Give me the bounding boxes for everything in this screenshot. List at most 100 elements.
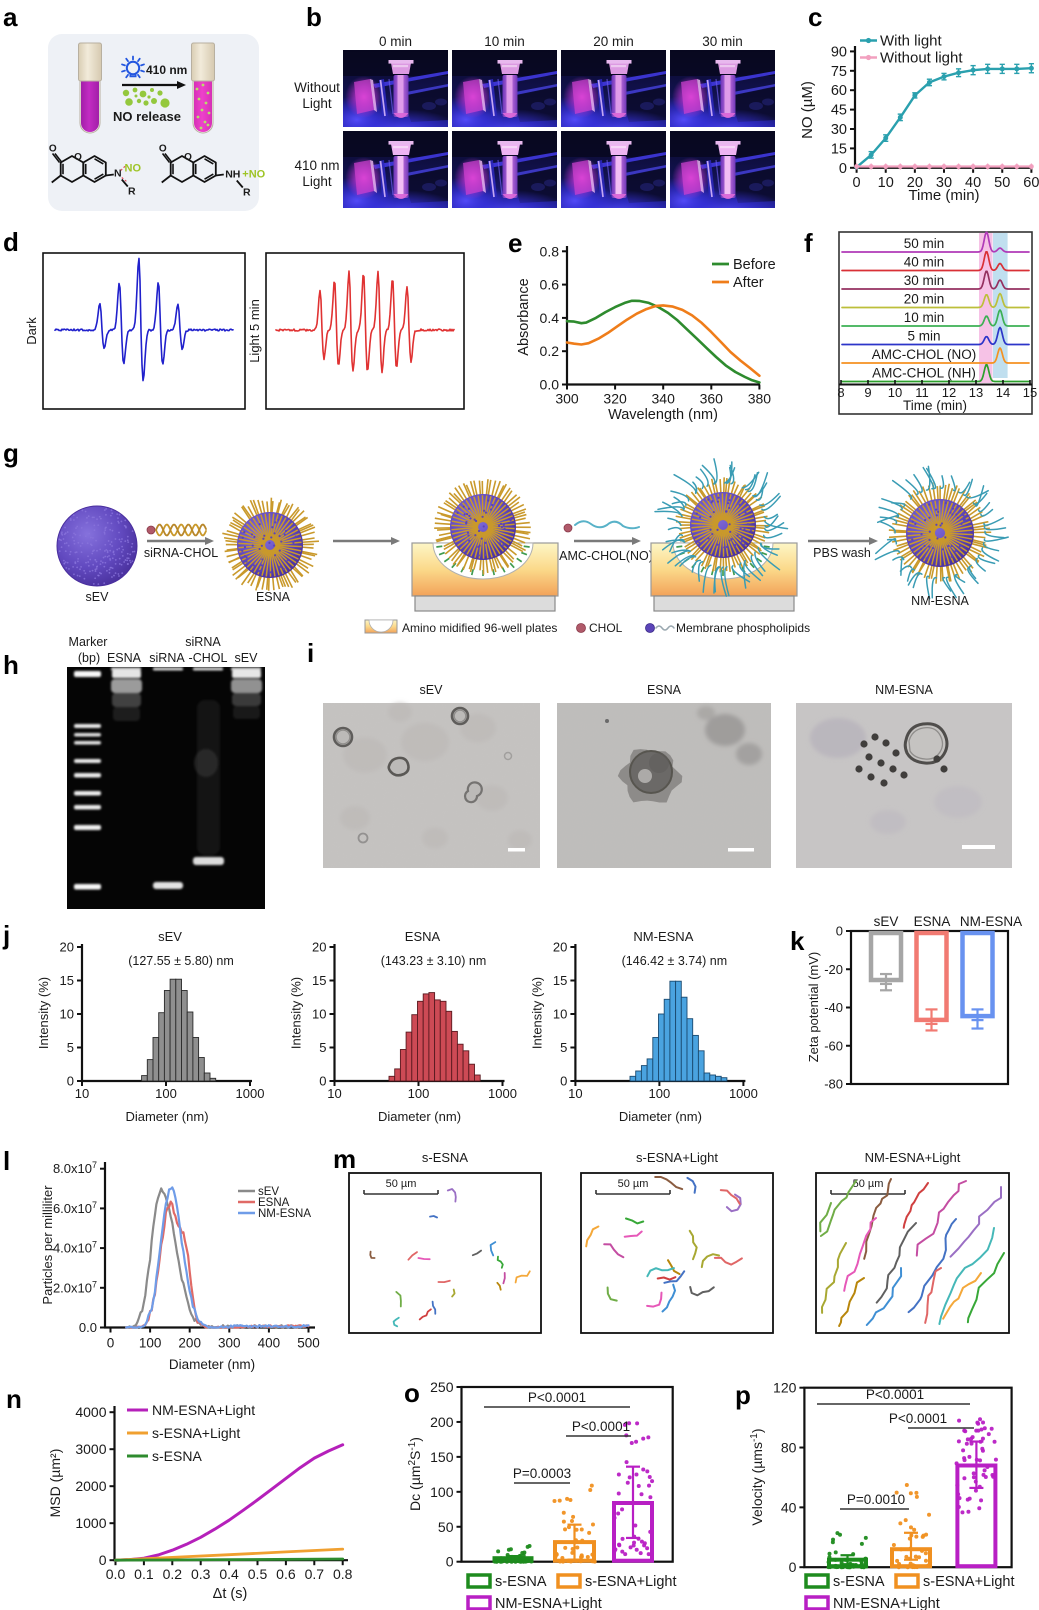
svg-text:15: 15 bbox=[60, 973, 74, 988]
svg-text:3000: 3000 bbox=[75, 1441, 106, 1457]
svg-text:s-ESNA: s-ESNA bbox=[495, 1574, 547, 1590]
svg-text:AMC-CHOL (NO): AMC-CHOL (NO) bbox=[872, 347, 977, 362]
svg-text:50: 50 bbox=[438, 1519, 454, 1535]
svg-text:-40: -40 bbox=[824, 1000, 843, 1015]
svg-text:2000: 2000 bbox=[75, 1478, 106, 1494]
svg-text:Intensity (%): Intensity (%) bbox=[36, 977, 51, 1049]
svg-text:1000: 1000 bbox=[75, 1515, 106, 1531]
svg-text:sEV: sEV bbox=[86, 590, 110, 604]
svg-text:6.0x107: 6.0x107 bbox=[53, 1200, 97, 1216]
svg-text:P<0.0001: P<0.0001 bbox=[572, 1419, 630, 1434]
svg-text:o: o bbox=[404, 1378, 420, 1408]
svg-text:5: 5 bbox=[67, 1040, 74, 1055]
svg-text:100: 100 bbox=[155, 1086, 177, 1101]
svg-text:g: g bbox=[3, 438, 19, 468]
svg-text:m: m bbox=[333, 1144, 356, 1174]
svg-text:45: 45 bbox=[831, 103, 847, 119]
svg-text:200: 200 bbox=[178, 1336, 201, 1351]
svg-text:NM-ESNA+Light: NM-ESNA+Light bbox=[495, 1596, 602, 1610]
svg-text:13: 13 bbox=[969, 385, 983, 400]
svg-text:(127.55 ± 5.80) nm: (127.55 ± 5.80) nm bbox=[128, 954, 234, 968]
svg-text:20: 20 bbox=[553, 940, 567, 955]
svg-text:320: 320 bbox=[603, 391, 627, 407]
svg-text:200: 200 bbox=[430, 1414, 454, 1430]
svg-text:-20: -20 bbox=[824, 962, 843, 977]
svg-text:0.0: 0.0 bbox=[106, 1566, 126, 1582]
svg-text:100: 100 bbox=[408, 1086, 430, 1101]
svg-text:N: N bbox=[114, 168, 122, 180]
svg-text:75: 75 bbox=[831, 64, 847, 80]
svg-text:0.6: 0.6 bbox=[276, 1566, 296, 1582]
svg-text:Without: Without bbox=[294, 80, 340, 95]
svg-text:NM-ESNA: NM-ESNA bbox=[875, 683, 933, 697]
svg-text:sEV: sEV bbox=[874, 914, 899, 929]
svg-text:d: d bbox=[3, 227, 19, 257]
svg-text:P=0.0003: P=0.0003 bbox=[513, 1466, 571, 1481]
svg-text:(143.23 ± 3.10) nm: (143.23 ± 3.10) nm bbox=[381, 954, 487, 968]
svg-text:O: O bbox=[49, 144, 57, 155]
svg-text:i: i bbox=[307, 638, 314, 668]
svg-text:+NO: +NO bbox=[242, 169, 265, 181]
svg-text:15: 15 bbox=[312, 973, 326, 988]
svg-text:ESNA: ESNA bbox=[107, 651, 142, 665]
svg-text:5: 5 bbox=[319, 1040, 326, 1055]
svg-text:sEV: sEV bbox=[235, 651, 259, 665]
svg-text:Before: Before bbox=[733, 257, 776, 273]
svg-text:j: j bbox=[2, 920, 10, 950]
svg-text:s-ESNA: s-ESNA bbox=[152, 1448, 202, 1464]
svg-text:0: 0 bbox=[99, 1552, 107, 1568]
svg-text:50 µm: 50 µm bbox=[386, 1178, 417, 1190]
svg-text:O: O bbox=[184, 152, 192, 163]
svg-text:P<0.0001: P<0.0001 bbox=[866, 1387, 924, 1402]
svg-text:Amino midified 96-well plates: Amino midified 96-well plates bbox=[402, 621, 557, 635]
svg-text:AMC-CHOL (NH): AMC-CHOL (NH) bbox=[872, 366, 976, 381]
svg-text:0.7: 0.7 bbox=[305, 1566, 325, 1582]
svg-text:Velocity (µms-1): Velocity (µms-1) bbox=[749, 1428, 765, 1525]
svg-text:15: 15 bbox=[831, 141, 847, 157]
svg-text:-80: -80 bbox=[824, 1077, 843, 1092]
svg-text:0.5: 0.5 bbox=[248, 1566, 268, 1582]
svg-text:20: 20 bbox=[312, 940, 326, 955]
svg-text:1000: 1000 bbox=[488, 1086, 517, 1101]
svg-text:Membrane phospholipids: Membrane phospholipids bbox=[676, 621, 810, 635]
svg-text:0.2: 0.2 bbox=[540, 343, 560, 359]
svg-text:0: 0 bbox=[446, 1554, 454, 1570]
svg-text:1000: 1000 bbox=[729, 1086, 758, 1101]
svg-text:Intensity (%): Intensity (%) bbox=[529, 977, 544, 1049]
svg-text:NO (µM): NO (µM) bbox=[799, 81, 816, 139]
svg-text:ESNA: ESNA bbox=[914, 914, 951, 929]
svg-text:8.0x107: 8.0x107 bbox=[53, 1160, 97, 1176]
svg-text:10: 10 bbox=[553, 1007, 567, 1022]
svg-text:R: R bbox=[128, 186, 136, 198]
svg-text:NM-ESNA: NM-ESNA bbox=[633, 929, 693, 944]
svg-text:ESNA: ESNA bbox=[258, 1197, 290, 1209]
svg-text:siRNA: siRNA bbox=[185, 635, 221, 649]
svg-text:Wavelength (nm): Wavelength (nm) bbox=[608, 407, 718, 423]
svg-text:NM-ESNA+Light: NM-ESNA+Light bbox=[152, 1402, 255, 1418]
svg-text:380: 380 bbox=[748, 391, 772, 407]
svg-text:siRNA: siRNA bbox=[149, 651, 185, 665]
svg-text:ESNA: ESNA bbox=[256, 590, 291, 604]
svg-text:b: b bbox=[306, 2, 322, 32]
svg-text:100: 100 bbox=[430, 1484, 454, 1500]
svg-text:400: 400 bbox=[258, 1336, 281, 1351]
svg-text:-60: -60 bbox=[824, 1038, 843, 1053]
svg-text:Dark: Dark bbox=[24, 317, 39, 345]
svg-text:30: 30 bbox=[831, 122, 847, 138]
svg-text:Without light: Without light bbox=[880, 50, 963, 67]
svg-text:410 nm: 410 nm bbox=[294, 158, 339, 173]
svg-text:11: 11 bbox=[915, 385, 929, 400]
svg-text:100: 100 bbox=[649, 1086, 671, 1101]
svg-text:Diameter (nm): Diameter (nm) bbox=[125, 1109, 208, 1124]
svg-text:s-ESNA+Light: s-ESNA+Light bbox=[152, 1425, 240, 1441]
svg-text:40: 40 bbox=[781, 1499, 797, 1515]
svg-text:40: 40 bbox=[965, 175, 981, 191]
svg-text:20: 20 bbox=[907, 175, 923, 191]
svg-text:s-ESNA: s-ESNA bbox=[422, 1150, 469, 1165]
svg-text:20 min: 20 min bbox=[593, 34, 634, 49]
svg-text:0: 0 bbox=[789, 1559, 797, 1575]
svg-text:Light: Light bbox=[302, 174, 332, 189]
svg-text:0.8: 0.8 bbox=[333, 1566, 353, 1582]
svg-text:P<0.0001: P<0.0001 bbox=[528, 1390, 586, 1405]
svg-text:l: l bbox=[3, 1146, 10, 1176]
